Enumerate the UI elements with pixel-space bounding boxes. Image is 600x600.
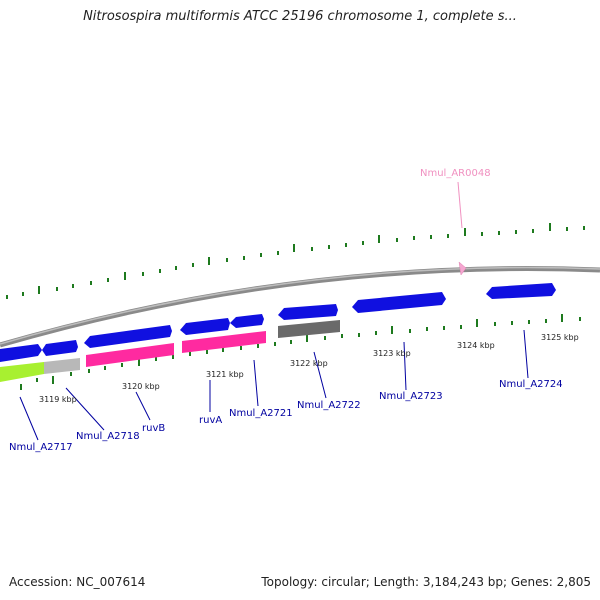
kbp-label: 3123 kbp bbox=[373, 349, 411, 358]
gene-label-Nmul_A2718[interactable]: Nmul_A2718 bbox=[76, 431, 140, 442]
gene-label-Nmul_A2724[interactable]: Nmul_A2724 bbox=[499, 379, 563, 390]
cds-A2718-feature[interactable] bbox=[42, 340, 78, 356]
gene-labels: Nmul_AR0048 Nmul_A2717 Nmul_A2718 ruvB r… bbox=[9, 168, 563, 453]
kbp-label: 3125 kbp bbox=[541, 333, 579, 342]
kbp-label: 3119 kbp bbox=[39, 395, 77, 404]
dark-feature-A2722[interactable] bbox=[278, 320, 340, 338]
kbp-label: 3124 kbp bbox=[457, 341, 495, 350]
feature-lane-lower bbox=[0, 320, 340, 382]
gene-label-Nmul_A2721[interactable]: Nmul_A2721 bbox=[229, 408, 293, 419]
topology-label: Topology: circular; Length: 3,184,243 bp… bbox=[261, 575, 591, 589]
cds-lane-upper bbox=[0, 283, 556, 362]
map-title: Nitrosospira multiformis ATCC 25196 chro… bbox=[83, 9, 517, 24]
label-connectors bbox=[19, 181, 529, 441]
rna-feature-AR0048[interactable] bbox=[458, 261, 467, 276]
pink-feature-ruvA[interactable] bbox=[182, 331, 266, 353]
gene-label-ruvA[interactable]: ruvA bbox=[199, 415, 222, 426]
kbp-label: 3120 kbp bbox=[122, 382, 160, 391]
gray-feature[interactable] bbox=[44, 358, 80, 374]
outer-tick-row bbox=[6, 223, 585, 299]
cds-A2722-feature[interactable] bbox=[278, 304, 338, 320]
gene-label-Nmul_A2722[interactable]: Nmul_A2722 bbox=[297, 400, 361, 411]
gene-label-Nmul_AR0048[interactable]: Nmul_AR0048 bbox=[420, 168, 491, 179]
gene-label-Nmul_A2723[interactable]: Nmul_A2723 bbox=[379, 391, 443, 402]
kbp-scale-labels: 3119 kbp 3120 kbp 3121 kbp 3122 kbp 3123… bbox=[39, 333, 579, 404]
chromosome-backbone bbox=[0, 266, 600, 348]
gene-label-Nmul_A2717[interactable]: Nmul_A2717 bbox=[9, 442, 73, 453]
accession-label: Accession: NC_007614 bbox=[9, 575, 146, 589]
kbp-label: 3121 kbp bbox=[206, 370, 244, 379]
inner-tick-row bbox=[20, 314, 581, 390]
kbp-label: 3122 kbp bbox=[290, 359, 328, 368]
lime-feature[interactable] bbox=[0, 362, 44, 382]
cds-A2723-feature[interactable] bbox=[352, 292, 446, 313]
pink-feature-ruvB[interactable] bbox=[86, 343, 174, 367]
cds-A2724-feature[interactable] bbox=[486, 283, 556, 299]
cds-ruvA-feature[interactable] bbox=[180, 318, 230, 335]
gene-label-ruvB[interactable]: ruvB bbox=[142, 423, 165, 434]
cds-A2721-feature[interactable] bbox=[230, 314, 264, 328]
cds-ruvB-feature[interactable] bbox=[84, 325, 172, 348]
cds-A2717-feature[interactable] bbox=[0, 344, 42, 362]
